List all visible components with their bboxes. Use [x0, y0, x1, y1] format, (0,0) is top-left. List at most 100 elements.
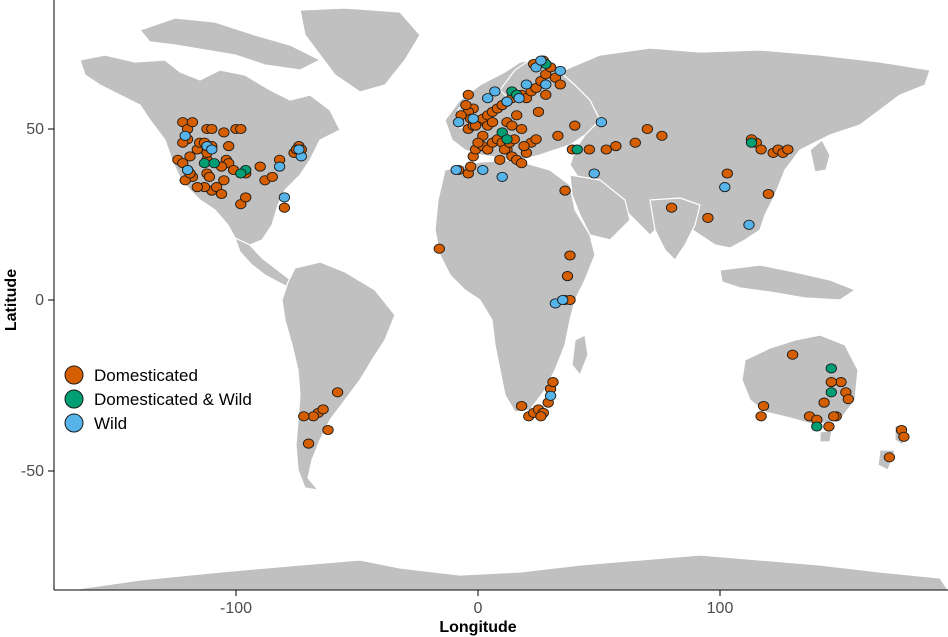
data-point [482, 93, 494, 104]
data-point [452, 117, 465, 128]
data-point [235, 168, 247, 179]
data-point [223, 141, 235, 152]
data-point [203, 171, 216, 182]
x-axis-title: Longitude [439, 619, 516, 636]
data-point [477, 164, 489, 176]
data-point [641, 123, 654, 135]
data-point [472, 137, 484, 148]
y-tick-label: 0 [35, 292, 44, 309]
data-point [513, 93, 525, 104]
legend-label: Domesticated & Wild [94, 390, 252, 409]
data-point [721, 168, 733, 179]
data-point [702, 212, 714, 223]
legend-label: Domesticated [94, 366, 198, 385]
data-point [278, 192, 291, 203]
data-point [206, 144, 218, 155]
data-points [172, 55, 910, 463]
data-point [743, 219, 755, 230]
data-point [501, 134, 513, 145]
data-point [557, 294, 569, 306]
data-point [273, 161, 286, 172]
data-point [629, 137, 641, 148]
data-point [595, 117, 608, 128]
data-point [184, 151, 196, 162]
data-point [496, 171, 508, 182]
data-point [530, 134, 542, 145]
data-point [564, 250, 576, 261]
data-point [825, 387, 837, 398]
data-point [883, 452, 896, 463]
data-point [818, 397, 830, 408]
data-point [811, 421, 823, 432]
data-point [554, 79, 566, 90]
data-point [535, 411, 547, 422]
data-point [547, 377, 559, 388]
data-point [552, 130, 564, 141]
data-point [569, 120, 581, 131]
data-point [825, 377, 837, 388]
data-point [307, 411, 320, 422]
data-point [898, 431, 910, 442]
data-point [656, 130, 668, 141]
data-point [835, 377, 847, 388]
y-axis-title: Latitude [3, 269, 20, 331]
data-point [331, 387, 344, 398]
data-point [515, 158, 528, 169]
data-point [600, 144, 612, 155]
data-point [278, 202, 291, 213]
data-point [433, 243, 445, 254]
data-point [842, 394, 854, 405]
data-point [489, 86, 501, 97]
x-tick-label: -100 [220, 600, 252, 617]
data-point [317, 404, 329, 415]
data-point [755, 411, 767, 422]
data-point [745, 137, 758, 148]
data-point [506, 120, 518, 131]
data-point [218, 175, 230, 186]
data-point [561, 271, 574, 282]
x-tick-label: 100 [707, 600, 734, 617]
data-point [757, 400, 770, 412]
data-point [786, 349, 799, 360]
data-point [235, 123, 247, 135]
series-wild [179, 55, 755, 401]
y-tick-label: -50 [21, 463, 44, 480]
data-point [532, 106, 545, 117]
data-point [467, 113, 479, 124]
data-point [186, 117, 199, 128]
data-point [215, 188, 228, 200]
legend-label: Wild [94, 414, 127, 433]
data-point [540, 79, 552, 90]
data-point [515, 123, 528, 135]
data-point [719, 182, 731, 193]
data-point [511, 110, 523, 121]
data-point [266, 171, 278, 182]
data-point [540, 89, 552, 100]
data-point [179, 130, 191, 141]
data-point [191, 182, 203, 193]
data-point [515, 400, 528, 412]
data-point [254, 161, 266, 172]
data-point [571, 144, 583, 155]
data-point [494, 154, 506, 165]
data-point [450, 164, 462, 176]
data-point [535, 55, 547, 66]
data-point [298, 411, 310, 422]
legend-swatch [64, 365, 84, 385]
data-point [544, 390, 557, 401]
data-point [302, 438, 315, 449]
legend: Domesticated Domesticated & Wild Wild [64, 365, 252, 433]
data-point [465, 161, 477, 172]
data-point [240, 192, 252, 203]
y-tick-label: 50 [26, 121, 44, 138]
data-point [501, 96, 513, 107]
data-point [762, 188, 775, 200]
data-point [293, 144, 305, 155]
data-point [518, 141, 530, 152]
data-point [823, 421, 835, 432]
legend-swatch [64, 389, 84, 409]
data-point [559, 185, 571, 196]
data-point [554, 65, 566, 76]
data-point [462, 89, 474, 100]
